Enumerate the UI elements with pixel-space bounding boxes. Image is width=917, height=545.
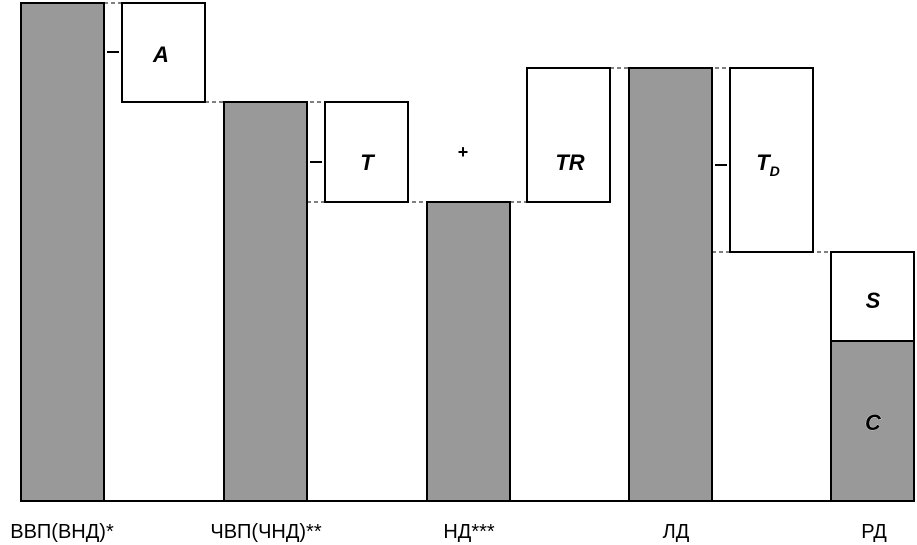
box-depreciation <box>121 2 206 103</box>
bar-ni <box>426 201 511 502</box>
label-transfers: TR <box>555 150 584 175</box>
plus-sign-transfers: + <box>458 142 469 162</box>
bar-consumption <box>830 340 915 502</box>
category-ngdp: ЧВП(ЧНД)** <box>210 521 321 543</box>
box-transfers <box>526 67 611 203</box>
category-gdp: ВВП(ВНД)* <box>10 521 114 543</box>
label-consumption: C <box>865 410 882 435</box>
bar-gdp <box>20 2 105 502</box>
box-taxes <box>324 101 409 203</box>
category-ni: НД*** <box>443 521 495 543</box>
bar-pi <box>628 67 713 502</box>
label-depreciation: A <box>152 42 169 67</box>
category-di: РД <box>861 521 887 543</box>
box-direct-taxes <box>729 67 814 253</box>
label-taxes: T <box>360 150 375 175</box>
box-savings <box>830 251 915 342</box>
label-direct-taxes-sub: D <box>770 163 780 179</box>
bar-ngdp <box>223 101 308 502</box>
label-direct-taxes-main: T <box>756 150 771 175</box>
category-pi: ЛД <box>663 521 690 543</box>
label-direct-taxes: TD <box>756 150 780 179</box>
label-savings: S <box>866 288 881 313</box>
